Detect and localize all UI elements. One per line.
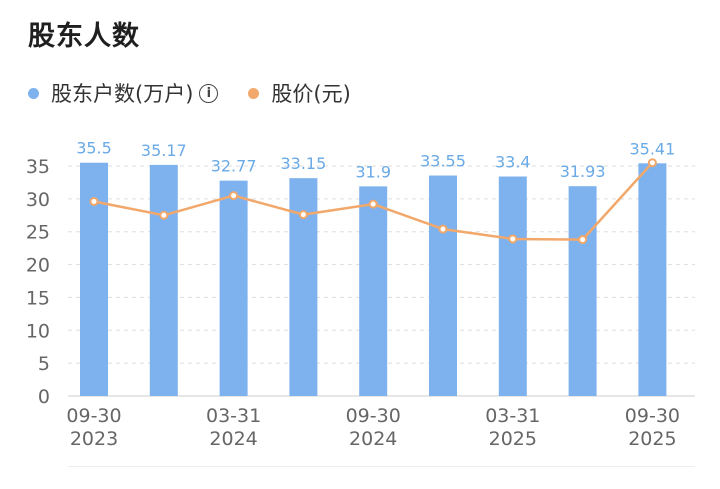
chart-legend: 股东户数(万户) i 股价(元) xyxy=(28,78,381,108)
legend-label-price: 股价(元) xyxy=(271,82,351,106)
bar-value-label: 33.15 xyxy=(280,154,326,173)
y-tick-label: 15 xyxy=(26,287,50,309)
x-tick-label-year: 2025 xyxy=(489,428,537,450)
x-tick-label: 03-31 xyxy=(485,405,540,427)
bar xyxy=(219,180,248,396)
y-tick-label: 30 xyxy=(26,189,50,211)
price-point xyxy=(508,234,518,244)
x-tick-label-year: 2024 xyxy=(349,428,397,450)
price-point xyxy=(229,191,239,201)
info-circle-icon[interactable]: i xyxy=(199,83,219,103)
bar-value-label: 35.17 xyxy=(141,141,187,160)
legend-dot-holders xyxy=(28,87,39,99)
x-tick-label: 03-31 xyxy=(206,405,261,427)
x-tick-label-year: 2023 xyxy=(70,428,118,450)
bar xyxy=(568,186,597,396)
legend-label-holders: 股东户数(万户) xyxy=(51,82,194,106)
x-tick-label: 09-30 xyxy=(625,405,680,427)
y-tick-label: 5 xyxy=(38,353,50,375)
x-tick-label: 09-30 xyxy=(346,405,401,427)
price-point xyxy=(438,224,448,234)
price-point xyxy=(298,210,308,220)
legend-dot-price xyxy=(248,87,260,99)
bottom-divider xyxy=(68,466,695,467)
legend-item-price[interactable]: 股价(元) xyxy=(248,78,351,108)
bar-value-label: 31.93 xyxy=(560,162,606,181)
bar-value-label: 31.9 xyxy=(355,162,391,181)
price-point xyxy=(368,199,378,209)
bar xyxy=(359,186,388,396)
price-point xyxy=(159,210,169,220)
legend-item-holders[interactable]: 股东户数(万户) i xyxy=(28,78,219,108)
x-tick-label-year: 2025 xyxy=(628,428,676,450)
bar xyxy=(498,176,527,396)
bar-value-label: 35.5 xyxy=(76,139,112,158)
bar-value-label: 33.4 xyxy=(495,153,531,172)
y-tick-label: 35 xyxy=(26,156,50,178)
y-tick-label: 25 xyxy=(26,222,50,244)
y-tick-label: 20 xyxy=(26,255,50,277)
price-point xyxy=(89,196,99,206)
x-tick-label: 09-30 xyxy=(66,405,121,427)
bar-value-label: 32.77 xyxy=(211,157,257,176)
bar xyxy=(429,175,457,396)
bar xyxy=(638,163,667,396)
bar xyxy=(149,164,178,396)
x-tick-label-year: 2024 xyxy=(209,428,257,450)
chart-title: 股东人数 xyxy=(28,21,140,52)
y-tick-label: 0 xyxy=(38,386,50,408)
price-point xyxy=(647,158,657,168)
bar-value-label: 33.55 xyxy=(420,152,466,171)
bar-value-label: 35.41 xyxy=(629,139,675,158)
y-tick-label: 10 xyxy=(26,320,50,342)
price-point xyxy=(578,235,588,245)
